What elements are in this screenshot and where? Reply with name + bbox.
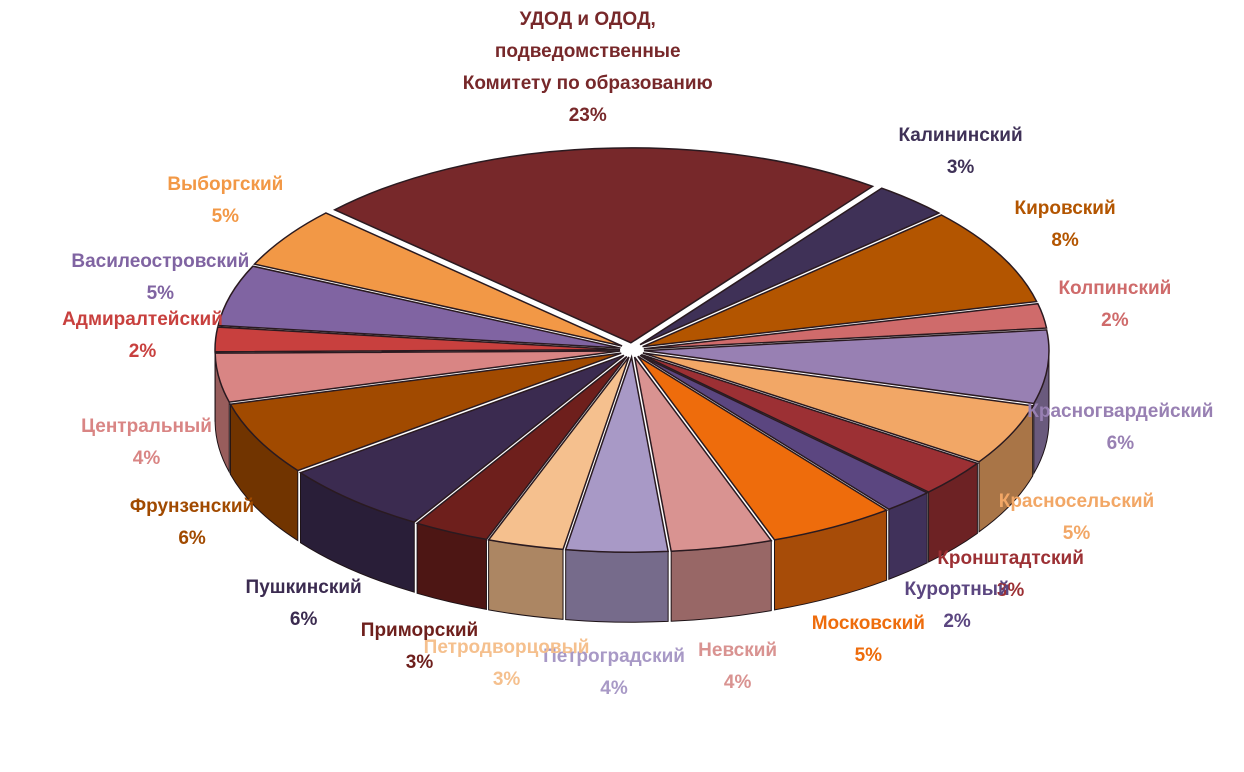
slice-label: Пушкинский 6% xyxy=(246,572,362,636)
slice-label: Фрунзенский 6% xyxy=(130,491,254,555)
label-value: 2% xyxy=(943,610,971,632)
slice xyxy=(633,356,773,553)
slice xyxy=(642,214,1038,348)
label-value: 2% xyxy=(128,341,157,363)
label-name: Красносельский xyxy=(998,491,1155,513)
slice-label: Выборгский 5% xyxy=(167,169,283,233)
label-name: Красногвардейский xyxy=(1027,401,1214,423)
label-value: 3% xyxy=(996,580,1025,602)
label-value: 23% xyxy=(568,105,607,126)
slice-label: Петроградский 4% xyxy=(543,641,685,705)
slice-label: Колпинский 2% xyxy=(1058,273,1171,337)
slice xyxy=(229,352,622,472)
label-value: 4% xyxy=(600,677,628,699)
slice xyxy=(298,354,625,523)
slice-label: Адмиралтейский 2% xyxy=(62,304,223,368)
label-value: 8% xyxy=(1051,230,1079,252)
label-name: Центральный xyxy=(81,415,212,437)
slice xyxy=(217,265,621,349)
label-name: Московский xyxy=(811,612,925,634)
slice-label: Калининский 3% xyxy=(898,120,1022,184)
label-name: Курортный xyxy=(904,578,1010,600)
label-value: 6% xyxy=(1106,433,1135,455)
label-value: 5% xyxy=(1062,523,1091,545)
slice-label: Невский 4% xyxy=(698,635,777,699)
slice-label: Приморский 3% xyxy=(361,615,478,679)
label-name: Петроградский xyxy=(543,645,685,667)
slice xyxy=(564,354,670,553)
slice-label: Кронштадтский 3% xyxy=(937,543,1084,607)
slice-side xyxy=(565,549,669,623)
label-value: 5% xyxy=(146,282,175,304)
label-value: 5% xyxy=(211,206,240,228)
slice xyxy=(643,329,1050,405)
label-value: 4% xyxy=(723,671,752,693)
slice xyxy=(642,352,1034,463)
slice xyxy=(487,356,630,551)
slice xyxy=(214,326,621,353)
label-value: 3% xyxy=(492,669,521,691)
slice-side xyxy=(670,539,772,622)
label-name: Адмиралтейский xyxy=(62,309,223,331)
label-name: Кировский xyxy=(1014,198,1116,220)
label-name: Калининский xyxy=(898,124,1023,146)
slice xyxy=(643,302,1048,350)
slice-side xyxy=(488,539,564,620)
label-value: 2% xyxy=(1101,309,1129,331)
slice xyxy=(415,355,628,541)
label-name: Невский xyxy=(698,639,778,661)
slice-label: Красногвардейский 6% xyxy=(1027,396,1213,460)
label-name: УДОД и ОДОД, подведомственные Комитету п… xyxy=(462,9,713,94)
label-name: Колпинский xyxy=(1058,277,1172,299)
slice-label: Центральный 4% xyxy=(81,411,212,475)
label-name: Кронштадтский xyxy=(937,548,1084,570)
slice-label: Кировский 8% xyxy=(1015,193,1116,257)
slice xyxy=(637,355,889,541)
slice xyxy=(640,353,980,493)
label-name: Пушкинский xyxy=(245,577,362,599)
slice xyxy=(639,187,941,346)
slice-label: Петродворцовый 3% xyxy=(424,632,590,696)
label-value: 6% xyxy=(289,609,318,631)
slice xyxy=(639,354,929,511)
label-name: Петродворцовый xyxy=(423,637,590,659)
slice-label: УДОД и ОДОД, подведомственные Комитету п… xyxy=(458,4,718,132)
slice xyxy=(332,147,875,344)
label-value: 4% xyxy=(132,447,161,469)
label-name: Приморский xyxy=(360,619,479,641)
label-value: 3% xyxy=(946,156,975,178)
label-value: 6% xyxy=(178,528,206,550)
label-name: Василеостровский xyxy=(71,250,250,272)
slice-label: Василеостровский 5% xyxy=(71,246,249,310)
slice-label: Курортный 2% xyxy=(904,574,1009,638)
slice-label: Красносельский 5% xyxy=(999,486,1155,550)
label-name: Фрунзенский xyxy=(129,496,255,518)
slice-label: Московский 5% xyxy=(812,608,925,672)
label-name: Выборгский xyxy=(167,174,284,196)
label-value: 5% xyxy=(854,644,883,666)
slice xyxy=(214,350,621,403)
slice xyxy=(252,212,623,347)
label-value: 3% xyxy=(405,651,434,673)
